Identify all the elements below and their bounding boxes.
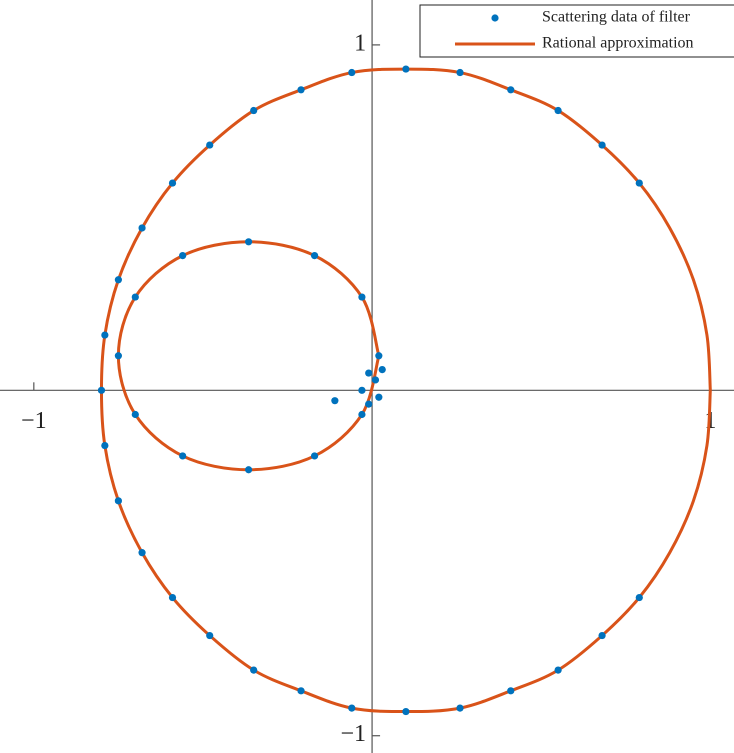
data-point [554,106,562,115]
data-point [507,687,515,695]
data-point [168,179,177,187]
data-point [138,224,146,232]
data-point [101,441,109,450]
y-tick-label: 1 [354,30,366,56]
data-point [179,252,187,260]
data-point [131,293,139,301]
data-point [206,631,214,640]
data-point [250,106,258,115]
data-point [635,179,643,187]
data-point [598,631,606,640]
legend-marker [491,14,499,22]
legend-label: Rational approximation [542,35,694,52]
data-point [598,141,606,149]
x-tick-label: −1 [21,408,47,434]
data-point [456,68,464,77]
data-point [138,549,146,557]
data-point [378,365,386,374]
data-point [348,704,356,712]
data-point [402,707,410,716]
data-point [635,593,643,602]
data-point [365,400,373,408]
data-point [114,497,122,505]
data-point [554,666,562,674]
data-point [358,410,366,419]
data-point [114,352,122,360]
data-point [179,452,187,460]
data-point [297,687,305,695]
data-point [375,352,383,360]
data-point [206,141,214,149]
legend: Scattering data of filter Rational approx… [419,4,734,58]
data-point [507,86,515,94]
data-point [310,252,319,260]
legend-box [419,4,734,58]
data-point [365,369,373,377]
y-tick-label: −1 [341,721,367,747]
legend-label: Scattering data of filter [542,9,691,26]
data-point [310,452,319,460]
data-point [358,293,366,301]
data-point [250,666,258,674]
data-point [371,376,380,384]
data-point [245,466,253,474]
data-point [297,86,305,94]
data-point [358,386,366,394]
data-point [402,65,410,73]
data-point [97,386,106,394]
data-point [114,276,122,284]
data-point [331,397,339,405]
data-point [245,238,253,246]
data-point [375,393,383,401]
data-point [101,331,109,339]
data-point [131,410,139,419]
data-point [456,704,464,712]
data-point [348,68,356,77]
data-point [168,593,177,602]
